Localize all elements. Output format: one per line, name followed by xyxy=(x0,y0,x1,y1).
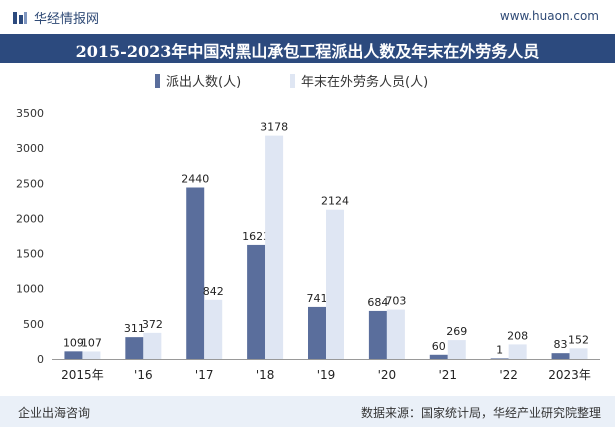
footer-left-text: 企业出海咨询 xyxy=(18,406,91,420)
y-tick-label: 2500 xyxy=(16,177,44,190)
x-tick-label: '18 xyxy=(256,368,275,382)
bar-overseas xyxy=(447,340,466,359)
brand-logo-icon xyxy=(13,11,27,24)
data-label: 269 xyxy=(446,325,467,338)
y-tick-label: 3500 xyxy=(16,107,44,120)
x-tick-label: '19 xyxy=(317,368,336,382)
data-label: 2124 xyxy=(321,195,349,208)
y-tick-label: 1000 xyxy=(16,283,44,296)
x-tick-label: '16 xyxy=(134,368,153,382)
bar-overseas xyxy=(143,332,162,359)
x-tick-label: 2015年 xyxy=(61,368,104,382)
bar-dispatched xyxy=(551,353,570,359)
legend-label-1: 派出人数(人) xyxy=(166,75,241,90)
bar-overseas xyxy=(508,344,527,359)
bar-dispatched xyxy=(247,244,266,359)
bar-overseas xyxy=(204,299,223,359)
bar-dispatched xyxy=(368,310,387,359)
data-label: 152 xyxy=(568,333,589,346)
site-url[interactable]: www.huaon.com xyxy=(499,9,599,23)
data-label: 1623 xyxy=(242,230,270,243)
y-tick-label: 3000 xyxy=(16,142,44,155)
legend-label-2: 年末在外劳务人员(人) xyxy=(301,74,428,90)
data-label: 741 xyxy=(307,292,328,305)
bar-dispatched xyxy=(308,306,326,359)
y-tick-label: 1500 xyxy=(16,248,44,261)
title-bar: 2015-2023年中国对黑山承包工程派出人数及年末在外劳务人员 xyxy=(0,34,615,63)
data-label: 842 xyxy=(203,285,224,298)
data-label: 703 xyxy=(385,295,406,308)
top-bar: 华经情报网 www.huaon.com xyxy=(0,0,615,34)
x-tick-label: '22 xyxy=(499,368,518,382)
y-tick-label: 2000 xyxy=(16,212,44,225)
data-label: 60 xyxy=(432,340,446,353)
bar-overseas xyxy=(386,309,405,359)
bar-dispatched xyxy=(186,187,205,359)
brand-name: 华经情报网 xyxy=(34,12,100,27)
bar-dispatched xyxy=(429,354,448,359)
bar-overseas xyxy=(569,348,588,359)
data-label: 3178 xyxy=(260,121,288,134)
y-tick-label: 500 xyxy=(23,318,44,331)
data-label: 684 xyxy=(367,296,388,309)
data-label: 107 xyxy=(81,336,102,349)
brand[interactable]: 华经情报网 xyxy=(12,8,99,27)
x-tick-label: '17 xyxy=(195,368,214,382)
bar-dispatched xyxy=(490,358,509,359)
x-tick-label: '20 xyxy=(378,368,397,382)
legend-swatch-1 xyxy=(155,74,160,88)
y-tick-label: 0 xyxy=(37,353,44,366)
data-label: 372 xyxy=(142,318,163,331)
data-label: 83 xyxy=(554,338,568,351)
bar-dispatched xyxy=(125,337,144,359)
bar-dispatched xyxy=(64,351,83,359)
x-tick-label: '21 xyxy=(438,368,457,382)
bar-overseas xyxy=(326,209,344,359)
legend-swatch-2 xyxy=(290,74,295,88)
bar-overseas xyxy=(82,351,101,359)
bar-overseas xyxy=(265,135,284,359)
data-label: 109 xyxy=(63,336,84,349)
data-label: 1 xyxy=(496,343,503,356)
bar-chart: 派出人数(人) 年末在外劳务人员(人) 0 500 1000 1500 2000 2500 30… xyxy=(16,74,600,382)
x-tick-label: 2023年 xyxy=(548,368,591,382)
data-label: 311 xyxy=(124,322,145,335)
data-source: 数据来源：国家统计局，华经产业研究院整理 xyxy=(360,406,601,420)
chart-title: 2015-2023年中国对黑山承包工程派出人数及年末在外劳务人员 xyxy=(75,42,540,61)
footer: 企业出海咨询 数据来源：国家统计局，华经产业研究院整理 xyxy=(0,396,615,427)
data-label: 208 xyxy=(507,329,528,342)
data-label: 2440 xyxy=(181,173,209,186)
